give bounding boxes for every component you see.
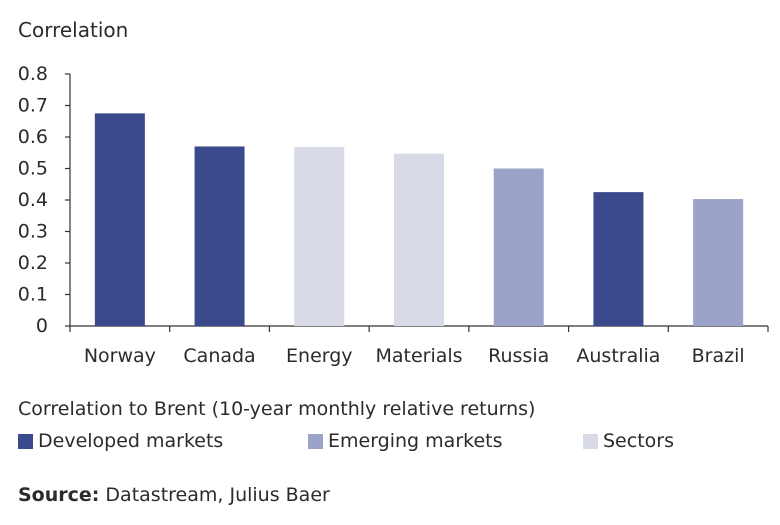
y-tick-label: 0 <box>36 315 48 337</box>
y-axis-title: Correlation <box>18 18 129 42</box>
x-tick-label-norway: Norway <box>84 345 156 367</box>
legend-swatch-developed <box>18 433 33 449</box>
bar-materials <box>394 153 444 326</box>
y-tick-label: 0.3 <box>18 221 48 243</box>
y-tick-label: 0.4 <box>18 189 48 211</box>
y-tick-label: 0.5 <box>18 158 48 180</box>
x-tick-label-canada: Canada <box>183 345 255 367</box>
legend-swatch-emerging <box>308 433 323 449</box>
bar-energy <box>294 147 345 326</box>
bars <box>94 113 744 326</box>
x-tick-label-australia: Australia <box>576 345 660 367</box>
legend-swatch-sectors <box>583 433 598 449</box>
source-text: Datastream, Julius Baer <box>99 484 330 506</box>
bar-canada <box>194 146 245 326</box>
legend-label-developed: Developed markets <box>38 430 224 452</box>
y-tick-label: 0.6 <box>18 126 48 148</box>
bar-chart: 0 0.1 0.2 0.3 0.4 0.5 0.6 0.7 0.8 Norway Canada En… <box>18 63 769 367</box>
source-note: Source: Datastream, Julius Baer <box>18 484 330 506</box>
legend-item-sectors: Sectors <box>583 430 674 452</box>
y-tick-label: 0.7 <box>18 95 48 117</box>
bar-australia <box>593 192 644 326</box>
bar-russia <box>493 168 544 326</box>
source-label: Source: <box>18 484 100 506</box>
y-tick-label: 0.1 <box>18 284 48 306</box>
bar-norway <box>94 113 145 326</box>
legend-label-emerging: Emerging markets <box>328 430 503 452</box>
legend-item-emerging: Emerging markets <box>308 430 503 452</box>
chart-caption: Correlation to Brent (10-year monthly re… <box>18 398 536 420</box>
legend: Developed markets Emerging markets Secto… <box>18 430 758 456</box>
x-tick-label-energy: Energy <box>286 345 353 367</box>
legend-label-sectors: Sectors <box>603 430 674 452</box>
x-tick-label-russia: Russia <box>488 345 549 367</box>
x-tick-label-materials: Materials <box>375 345 462 367</box>
y-tick-label: 0.8 <box>18 63 48 85</box>
x-tick-label-brazil: Brazil <box>692 345 745 367</box>
legend-item-developed: Developed markets <box>18 430 223 452</box>
bar-brazil <box>693 199 744 326</box>
y-tick-labels: 0 0.1 0.2 0.3 0.4 0.5 0.6 0.7 0.8 <box>18 63 48 337</box>
y-tick-label: 0.2 <box>18 252 48 274</box>
x-tick-labels: Norway Canada Energy Materials Russia Austral… <box>84 345 745 367</box>
